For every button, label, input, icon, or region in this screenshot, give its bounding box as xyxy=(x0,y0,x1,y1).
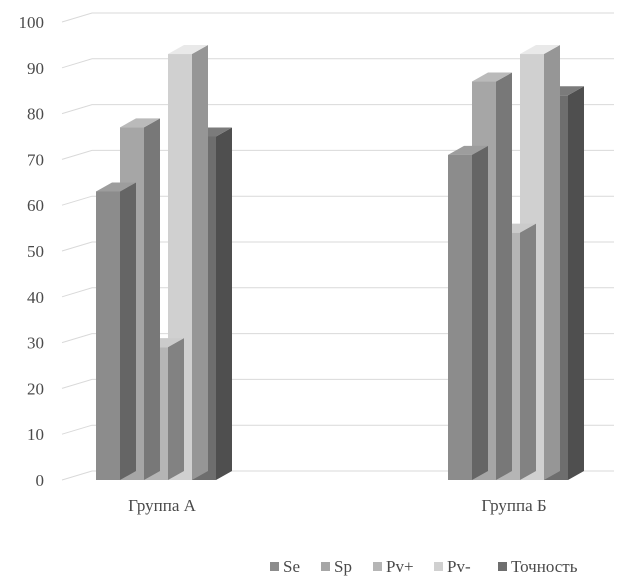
x-tick-label: Группа Б xyxy=(481,496,546,515)
bar xyxy=(96,182,136,480)
bar-side xyxy=(496,72,512,480)
legend-swatch xyxy=(434,562,443,571)
bar-front xyxy=(448,154,472,480)
y-tick-label: 90 xyxy=(27,59,44,78)
gridline xyxy=(61,333,614,344)
bar-side xyxy=(144,118,160,480)
legend-item: Точность xyxy=(498,557,578,576)
bars xyxy=(96,45,584,481)
bar-side xyxy=(520,223,536,480)
bar-front xyxy=(96,191,120,480)
legend: Se Sp Pv+ Pv- Точность xyxy=(270,557,578,576)
y-tick-label: 60 xyxy=(27,196,44,215)
bar-top xyxy=(96,182,136,192)
gridline xyxy=(61,424,614,435)
bar-side xyxy=(544,45,560,481)
legend-label: Pv+ xyxy=(386,557,414,576)
legend-item: Sp xyxy=(321,557,352,576)
y-tick-label: 10 xyxy=(27,425,44,444)
y-tick-label: 70 xyxy=(27,150,44,169)
gridline xyxy=(61,470,614,481)
gridline xyxy=(61,287,614,298)
y-tick-label: 0 xyxy=(36,471,45,490)
y-tick-label: 20 xyxy=(27,379,44,398)
bar-top xyxy=(120,118,160,128)
bar-top xyxy=(520,45,560,55)
bar-side xyxy=(216,127,232,480)
y-tick-label: 50 xyxy=(27,242,44,261)
legend-swatch xyxy=(270,562,279,571)
legend-label: Se xyxy=(283,557,300,576)
gridline xyxy=(61,378,614,389)
gridlines xyxy=(61,12,614,481)
y-tick-label: 40 xyxy=(27,288,44,307)
y-tick-label: 30 xyxy=(27,334,44,353)
gridline xyxy=(61,241,614,252)
bar-side xyxy=(192,45,208,481)
bar-top xyxy=(448,145,488,155)
y-tick-label: 80 xyxy=(27,105,44,124)
legend-item: Pv+ xyxy=(373,557,414,576)
bar-side xyxy=(168,338,184,480)
legend-swatch xyxy=(498,562,507,571)
gridline xyxy=(61,195,614,206)
x-tick-label: Группа А xyxy=(128,496,197,515)
gridline xyxy=(61,58,614,69)
legend-label: Sp xyxy=(334,557,352,576)
legend-swatch xyxy=(373,562,382,571)
legend-item: Se xyxy=(270,557,300,576)
bar-side xyxy=(472,145,488,480)
x-axis-ticks: Группа А Группа Б xyxy=(128,496,547,515)
y-tick-label: 100 xyxy=(19,13,45,32)
bar-top xyxy=(472,72,512,82)
bar-side xyxy=(568,86,584,480)
gridline xyxy=(61,149,614,160)
legend-swatch xyxy=(321,562,330,571)
bar xyxy=(448,145,488,480)
legend-label: Точность xyxy=(511,557,578,576)
gridline xyxy=(61,12,614,23)
legend-label: Pv- xyxy=(447,557,471,576)
bar-side xyxy=(120,182,136,480)
legend-item: Pv- xyxy=(434,557,471,576)
bar-top xyxy=(168,45,208,55)
y-axis-ticks: 0 10 20 30 40 50 60 70 80 90 100 xyxy=(19,13,45,490)
gridline xyxy=(61,104,614,115)
